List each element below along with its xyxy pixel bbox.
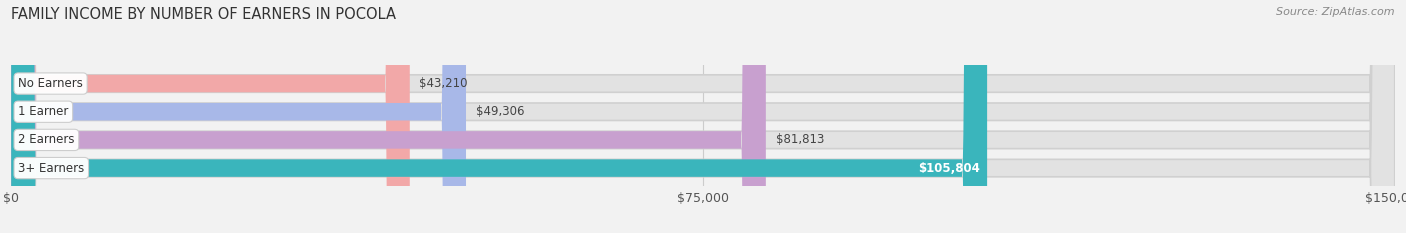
FancyBboxPatch shape (11, 0, 1395, 233)
Text: 2 Earners: 2 Earners (18, 134, 75, 146)
FancyBboxPatch shape (11, 0, 766, 233)
Text: $49,306: $49,306 (475, 105, 524, 118)
Text: $105,804: $105,804 (918, 161, 980, 175)
Text: No Earners: No Earners (18, 77, 83, 90)
FancyBboxPatch shape (11, 0, 409, 233)
Text: 1 Earner: 1 Earner (18, 105, 69, 118)
Text: Source: ZipAtlas.com: Source: ZipAtlas.com (1277, 7, 1395, 17)
FancyBboxPatch shape (11, 0, 465, 233)
Text: FAMILY INCOME BY NUMBER OF EARNERS IN POCOLA: FAMILY INCOME BY NUMBER OF EARNERS IN PO… (11, 7, 396, 22)
Text: $81,813: $81,813 (776, 134, 824, 146)
FancyBboxPatch shape (11, 0, 1395, 233)
Text: 3+ Earners: 3+ Earners (18, 161, 84, 175)
FancyBboxPatch shape (11, 0, 1395, 233)
Text: $43,210: $43,210 (419, 77, 468, 90)
FancyBboxPatch shape (11, 0, 1395, 233)
FancyBboxPatch shape (11, 0, 987, 233)
